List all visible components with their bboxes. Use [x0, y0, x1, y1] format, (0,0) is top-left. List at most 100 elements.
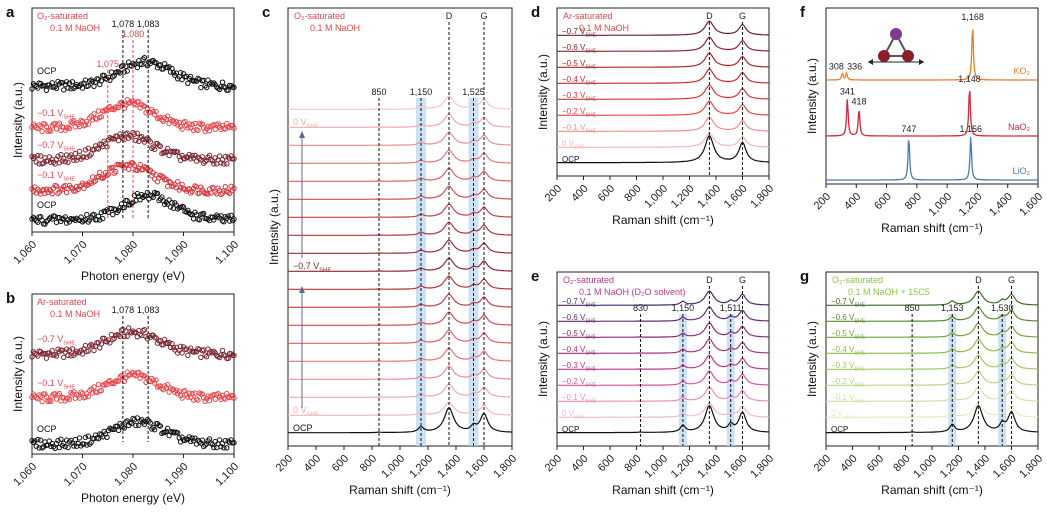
data-point — [153, 377, 159, 383]
data-point — [53, 156, 60, 162]
data-point — [91, 384, 97, 390]
data-point — [189, 121, 195, 128]
x-tick-label: 1,090 — [163, 239, 191, 267]
panel-letter: e — [531, 268, 539, 285]
x-tick-label: 800 — [903, 191, 924, 212]
data-point — [76, 148, 83, 155]
spectrum-line — [557, 338, 769, 354]
data-point — [48, 159, 54, 165]
data-point — [219, 122, 226, 129]
data-point — [81, 441, 87, 447]
data-point — [222, 214, 229, 220]
plot-frame — [825, 7, 1039, 185]
spectrum-line — [826, 29, 1038, 81]
data-point — [107, 340, 113, 346]
x-tick-label: 400 — [302, 453, 323, 474]
spectrum-line — [288, 383, 512, 398]
data-point — [203, 354, 210, 360]
series-label: −0.4 VSHE — [562, 75, 597, 87]
data-point — [35, 85, 41, 91]
data-point — [71, 443, 77, 449]
data-point — [225, 154, 231, 160]
data-point — [124, 418, 130, 424]
data-point — [219, 347, 226, 354]
data-point — [137, 418, 143, 424]
data-point — [85, 433, 92, 439]
data-point — [91, 111, 97, 117]
peak-label: 418 — [851, 97, 866, 107]
series-label: NaO₂ — [1008, 122, 1031, 132]
peak-label: 308 — [829, 61, 844, 71]
data-point — [62, 159, 68, 165]
spectrum-line — [288, 293, 512, 308]
data-point — [79, 180, 86, 186]
peak-label: 341 — [840, 87, 855, 97]
data-point — [56, 390, 63, 397]
series-label: −0.3 VSHE — [831, 361, 866, 373]
data-point — [69, 440, 76, 446]
spectrum-line — [557, 322, 769, 338]
data-point — [169, 200, 175, 206]
panel-b: b 1,060 1,070 1,080 1,090 1,100 Photon energy … — [6, 290, 241, 505]
x-tick-label: 1,000 — [642, 183, 670, 211]
x-tick-label: 1,000 — [911, 453, 939, 481]
y-axis-label: Intensity (a.u.) — [536, 54, 550, 130]
data-point — [157, 143, 164, 150]
data-point — [175, 430, 181, 436]
series-label: −0.7 VSHE — [562, 27, 597, 39]
panel-letter: g — [800, 268, 809, 285]
data-point — [32, 154, 38, 160]
x-tick-label: 800 — [622, 453, 643, 474]
data-point — [225, 213, 231, 219]
series-label: −0.7 VSHE — [831, 297, 866, 309]
x-axis-label: Raman shift (cm⁻¹) — [612, 213, 714, 227]
annotation: O₂-saturated — [563, 275, 614, 285]
x-tick-label: 1,800 — [1017, 453, 1045, 481]
spectrum-line — [288, 365, 512, 380]
data-point — [199, 437, 206, 443]
data-point — [188, 190, 194, 196]
series-label: −0.1 VSHE — [37, 170, 75, 183]
data-point — [170, 386, 177, 393]
x-tick-label: 1,600 — [722, 183, 750, 211]
data-point — [189, 152, 195, 159]
data-point — [179, 434, 185, 440]
data-point — [55, 190, 61, 197]
data-point — [185, 207, 191, 214]
data-point — [100, 175, 106, 182]
data-point — [88, 180, 94, 187]
data-point — [49, 80, 55, 86]
data-point — [208, 80, 214, 86]
data-point — [66, 153, 73, 160]
spectrum-line — [288, 275, 512, 290]
x-tick-label: 1,060 — [11, 239, 39, 267]
data-point — [35, 436, 41, 443]
data-point — [121, 204, 128, 211]
data-point — [68, 86, 74, 92]
peak-label: D — [446, 11, 453, 21]
x-tick-label: 1,200 — [957, 191, 985, 219]
data-point — [166, 339, 172, 346]
data-point — [227, 218, 233, 224]
data-point — [69, 154, 76, 161]
data-point — [185, 80, 191, 87]
data-point — [110, 211, 116, 218]
series-label: −0.6 VSHE — [562, 313, 597, 325]
data-point — [61, 156, 67, 162]
spectrum-line — [288, 401, 512, 416]
data-point — [115, 427, 122, 434]
data-point — [164, 381, 171, 388]
data-point — [154, 190, 161, 197]
data-point — [42, 121, 48, 127]
data-point — [110, 74, 116, 80]
data-point — [71, 157, 77, 163]
series-label: 0 VSHE — [562, 139, 585, 151]
y-axis-label: Intensity (a.u.) — [11, 82, 25, 158]
y-axis-label: Intensity (a.u.) — [536, 321, 550, 397]
x-axis-label: Raman shift (cm⁻¹) — [612, 483, 714, 497]
x-tick-label: 800 — [622, 183, 643, 204]
data-point — [75, 186, 81, 193]
x-tick-label: 1,070 — [62, 461, 90, 489]
x-tick-label: 400 — [838, 453, 859, 474]
